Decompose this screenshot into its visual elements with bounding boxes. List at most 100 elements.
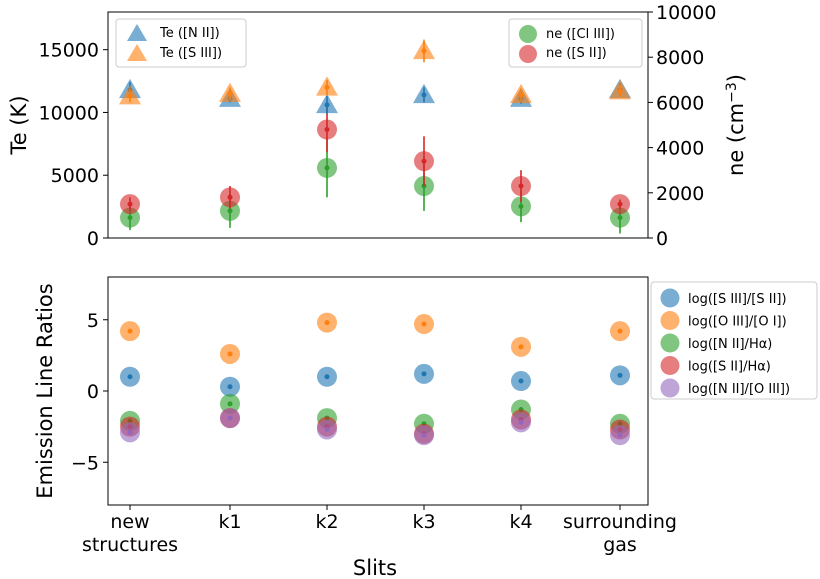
bottom-center-dot-log-n-ii-o-iii — [227, 415, 233, 421]
top-center-dot-te-s-iii — [227, 91, 233, 97]
bottom-x-axis: new structures k1 k2 k3 k4 surrounding gas — [82, 505, 677, 556]
top-center-dot-ne-cl-iii — [617, 215, 623, 221]
bottom-center-dot-log-o-iii-o-i — [421, 321, 427, 327]
top-y2-label-close: ) — [724, 74, 748, 82]
top-center-dot-ne-cl-iii — [227, 208, 233, 214]
top-legend-right-box — [508, 18, 643, 68]
top-y2-label-sup: −3 — [724, 82, 740, 103]
top-y2-label-main: ne (cm — [724, 103, 748, 176]
bottom-center-dot-log-o-iii-o-i — [324, 320, 330, 326]
legend-marker-log-o-iii-o-i — [660, 311, 680, 330]
x-tick-label-k3: k3 — [412, 511, 435, 533]
legend-ne-cliii-label: ne ([Cl III]) — [546, 27, 615, 42]
top-center-dot-te-n-ii — [324, 102, 330, 108]
bottom-center-dot-log-n-ii-o-iii — [127, 429, 133, 435]
top-plot-frame — [107, 11, 649, 239]
top-center-dot-te-s-iii — [421, 48, 427, 54]
top-y2-tick-label: 4000 — [656, 138, 704, 160]
legend-label-log-s-ii-h: log([S II]/Hα) — [688, 360, 771, 375]
legend-label-log-n-ii-o-iii: log([N II]/[O III]) — [688, 382, 790, 397]
top-y-tick-label: 5000 — [51, 165, 99, 187]
top-center-dot-ne-cl-iii — [324, 165, 330, 171]
legend-marker-log-s-iii-s-ii — [660, 288, 680, 308]
bottom-legend: log([S III]/[S II]) log([O III]/[O I]) log… — [650, 281, 818, 400]
top-center-dot-te-n-ii — [421, 92, 427, 98]
legend-marker-log-n-ii-o-iii — [660, 378, 680, 398]
legend-ne-sii-label: ne ([S II]) — [546, 46, 607, 61]
top-center-dot-ne-s-ii — [421, 158, 427, 164]
x-tick-label-line: gas — [603, 534, 637, 556]
top-y2-tick-label: 6000 — [656, 92, 704, 114]
top-y2-tick-label: 0 — [656, 228, 668, 250]
bottom-plot-frame — [107, 276, 649, 506]
legend-te-siii-marker — [127, 44, 147, 61]
top-center-dot-ne-s-ii — [324, 127, 330, 133]
x-tick-label-line: k4 — [509, 511, 532, 533]
top-center-dot-ne-s-ii — [617, 201, 623, 207]
top-y-label: Te (K) — [7, 95, 31, 155]
x-tick-label-line: k2 — [315, 511, 338, 533]
top-y-tick-label: 0 — [87, 228, 99, 250]
x-tick-label-line: k3 — [412, 511, 435, 533]
top-legend-left-box — [115, 18, 247, 68]
legend-marker-log-s-ii-h — [660, 356, 680, 375]
top-center-dot-ne-cl-iii — [127, 215, 133, 221]
legend-te-nii-label: Te ([N II]) — [159, 26, 220, 41]
bottom-center-dot-log-n-ii-o-iii — [324, 426, 330, 432]
top-y2-tick-label: 8000 — [656, 47, 704, 69]
bottom-center-dot-log-s-iii-s-ii — [127, 374, 133, 380]
x-tick-label-surrounding-gas: surrounding gas — [563, 511, 677, 556]
bottom-x-label: Slits — [353, 556, 397, 579]
top-center-dot-te-s-iii — [617, 88, 623, 94]
top-y2-label: ne (cm−3) — [724, 74, 748, 176]
x-tick-label-line: new — [110, 511, 149, 533]
bottom-center-dot-log-s-iii-s-ii — [518, 378, 524, 384]
bottom-center-dot-log-o-iii-o-i — [127, 328, 133, 334]
top-y2-tick-label: 10000 — [656, 2, 716, 24]
x-tick-label-k4: k4 — [509, 511, 532, 533]
bottom-data-marks — [120, 312, 630, 446]
bottom-center-dot-log-s-iii-s-ii — [227, 384, 233, 390]
bottom-center-dot-log-o-iii-o-i — [617, 328, 623, 334]
bottom-center-dot-log-n-ii-o-iii — [518, 419, 524, 425]
x-tick-label-line: k1 — [218, 511, 241, 533]
x-tick-label-k2: k2 — [315, 511, 338, 533]
legend-label-log-n-ii-h: log([N II]/Hα) — [688, 337, 772, 352]
bottom-center-dot-log-n-ii-o-iii — [617, 432, 623, 438]
x-tick-label-line: surrounding — [563, 511, 677, 533]
bottom-y-tick-label: 5 — [87, 310, 99, 332]
legend-label-log-o-iii-o-i: log([O III]/[O I]) — [688, 315, 787, 330]
top-center-dot-ne-cl-iii — [518, 203, 524, 209]
bottom-panel: −5 0 5 new structures k1 k2 k3 k4 surrounding gas… — [33, 276, 818, 579]
bottom-y-tick-label: −5 — [71, 452, 99, 474]
top-y-tick-label: 15000 — [39, 40, 99, 62]
bottom-center-dot-log-n-ii-o-iii — [421, 432, 427, 438]
top-right-axis: 0 2000 4000 6000 8000 10000 — [648, 2, 716, 250]
bottom-y-tick-label: 0 — [87, 381, 99, 403]
bottom-center-dot-log-o-iii-o-i — [518, 344, 524, 350]
top-legend-left: Te ([N II]) Te ([S III]) — [115, 18, 247, 68]
top-center-dot-ne-s-ii — [127, 201, 133, 207]
top-center-dot-te-s-iii — [324, 84, 330, 90]
bottom-left-axis: −5 0 5 — [71, 310, 108, 474]
top-center-dot-ne-s-ii — [518, 183, 524, 189]
x-tick-label-new-structures: new structures — [82, 511, 178, 556]
legend-marker-log-n-ii-h — [660, 333, 680, 353]
legend-ne-sii-marker — [519, 45, 537, 63]
bottom-legend-box — [650, 281, 818, 400]
top-panel: 0 5000 10000 15000 0 2000 4000 6000 8000 10000 T… — [7, 2, 748, 250]
bottom-center-dot-log-s-iii-s-ii — [324, 374, 330, 380]
x-tick-label-k1: k1 — [218, 511, 241, 533]
top-data-marks — [119, 39, 631, 234]
top-legend-right: ne ([Cl III]) ne ([S II]) — [508, 18, 643, 68]
bottom-center-dot-log-n-ii-h — [227, 401, 233, 407]
bottom-center-dot-log-o-iii-o-i — [227, 351, 233, 357]
bottom-center-dot-log-s-iii-s-ii — [617, 372, 623, 378]
bottom-center-dot-log-s-iii-s-ii — [421, 371, 427, 377]
top-center-dot-te-s-iii — [518, 92, 524, 98]
legend-te-nii-marker — [127, 24, 147, 41]
x-tick-label-line: structures — [82, 534, 178, 556]
top-y2-tick-label: 2000 — [656, 183, 704, 205]
legend-label-log-s-iii-s-ii: log([S III]/[S II]) — [688, 292, 787, 307]
